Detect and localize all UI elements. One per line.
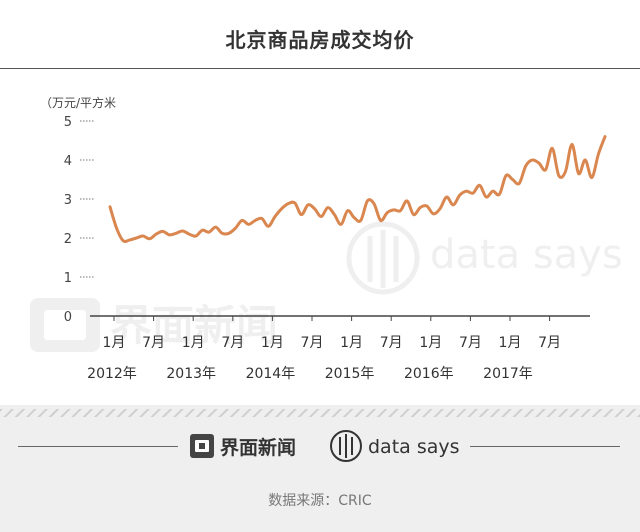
watermark-jiemian: 界面新闻 (30, 298, 278, 352)
watermark-jiemian-text: 界面新闻 (110, 301, 278, 350)
watermark-jiemian-logo-icon (30, 298, 100, 352)
footer-band (0, 405, 640, 532)
y-tick-label: 0 (64, 310, 72, 325)
x-tick-label: 7月 (221, 335, 244, 351)
source-note: 数据来源：CRIC (268, 493, 372, 509)
page-title: 北京商品房成交均价 (225, 28, 415, 52)
x-year-label: 2012年 (87, 366, 137, 382)
x-year-label: 2014年 (246, 366, 296, 382)
x-tick-label: 1月 (261, 335, 284, 351)
footer-jiemian-text: 界面新闻 (220, 436, 296, 459)
y-axis-label: （万元/平方米 (40, 95, 116, 110)
x-year-label: 2015年 (325, 366, 375, 382)
x-tick-label: 7月 (142, 335, 165, 351)
series-line (108, 135, 607, 243)
x-tick-label: 1月 (419, 335, 442, 351)
y-tick-label: 4 (64, 154, 72, 169)
watermark-datasays-logo-icon (346, 221, 420, 295)
x-year-label: 2016年 (404, 366, 454, 382)
footer-line-left (18, 446, 178, 447)
x-tick-label: 1月 (340, 335, 363, 351)
x-year-label: 2017年 (483, 366, 533, 382)
footer-dash-pattern (0, 409, 640, 417)
watermark-datasays-text: data says (430, 232, 623, 278)
x-tick-label: 7月 (459, 335, 482, 351)
y-tick-label: 2 (64, 232, 72, 247)
y-tick-label: 3 (64, 193, 72, 208)
y-tick-label: 5 (64, 115, 72, 130)
title-divider (0, 68, 640, 69)
footer-line-right (470, 446, 620, 447)
x-tick-label: 7月 (301, 335, 324, 351)
x-tick-label: 1月 (182, 335, 205, 351)
x-tick-label: 7月 (538, 335, 561, 351)
x-year-label: 2013年 (166, 366, 216, 382)
x-tick-label: 1月 (103, 335, 126, 351)
x-tick-label: 7月 (380, 335, 403, 351)
watermark-datasays: data says (346, 221, 623, 295)
footer-datasays-logo-icon (330, 430, 362, 462)
footer-jiemian-logo-icon (190, 434, 214, 458)
footer-datasays-text: data says (368, 436, 460, 458)
x-tick-label: 1月 (499, 335, 522, 351)
footer-logos: 界面新闻 data says (190, 430, 460, 462)
y-tick-label: 1 (64, 271, 72, 286)
